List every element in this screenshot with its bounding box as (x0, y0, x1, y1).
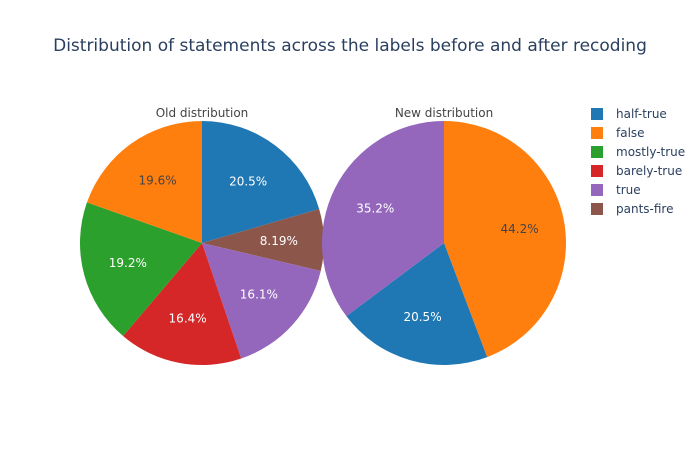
legend-label-barely-true[interactable]: barely-true (616, 164, 682, 178)
legend-swatch-half-true[interactable] (591, 108, 603, 120)
subtitle-old-distribution: Old distribution (156, 106, 249, 120)
legend-label-true[interactable]: true (616, 183, 641, 197)
legend-swatch-true[interactable] (591, 184, 603, 196)
slice-label-true: 16.1% (240, 288, 278, 302)
slice-label-false: 19.6% (139, 173, 177, 187)
legend-swatch-mostly-true[interactable] (591, 146, 603, 158)
pie-slice-pants-fire[interactable] (202, 208, 324, 272)
legend-label-mostly-true[interactable]: mostly-true (616, 145, 685, 159)
slice-label-half-true: 20.5% (403, 310, 441, 324)
pie-new-distribution: 44.2% 20.5% 35.2% (321, 121, 566, 365)
pie-slice-mostly-true[interactable] (80, 202, 202, 337)
legend-label-pants-fire[interactable]: pants-fire (616, 202, 673, 216)
legend: half-true false mostly-true barely-true true… (591, 107, 685, 216)
chart-title: Distribution of statements across the la… (53, 36, 647, 56)
slice-label-mostly-true: 19.2% (109, 256, 147, 270)
slice-label-false: 44.2% (501, 222, 539, 236)
pie-slice-true[interactable] (321, 121, 444, 317)
pie-slice-half-true[interactable] (346, 243, 488, 365)
legend-swatch-barely-true[interactable] (591, 165, 603, 177)
slice-label-true: 35.2% (356, 202, 394, 216)
slice-label-barely-true: 16.4% (169, 312, 207, 326)
legend-swatch-false[interactable] (591, 127, 603, 139)
legend-swatch-pants-fire[interactable] (591, 203, 603, 215)
legend-label-false[interactable]: false (616, 126, 645, 140)
subtitle-new-distribution: New distribution (395, 106, 493, 120)
pie-slice-half-true[interactable] (202, 121, 320, 243)
slice-label-pants-fire: 8.19% (260, 234, 298, 248)
pie-slice-false[interactable] (444, 121, 566, 358)
legend-label-half-true[interactable]: half-true (616, 107, 667, 121)
pie-slice-false[interactable] (86, 120, 202, 243)
slice-label-half-true: 20.5% (229, 175, 267, 189)
pie-slice-true[interactable] (202, 243, 321, 359)
pie-slice-barely-true[interactable] (123, 243, 242, 365)
pie-old-distribution: 20.5% 8.19% 16.1% 16.4% 19.2% 19.6% (80, 120, 324, 365)
